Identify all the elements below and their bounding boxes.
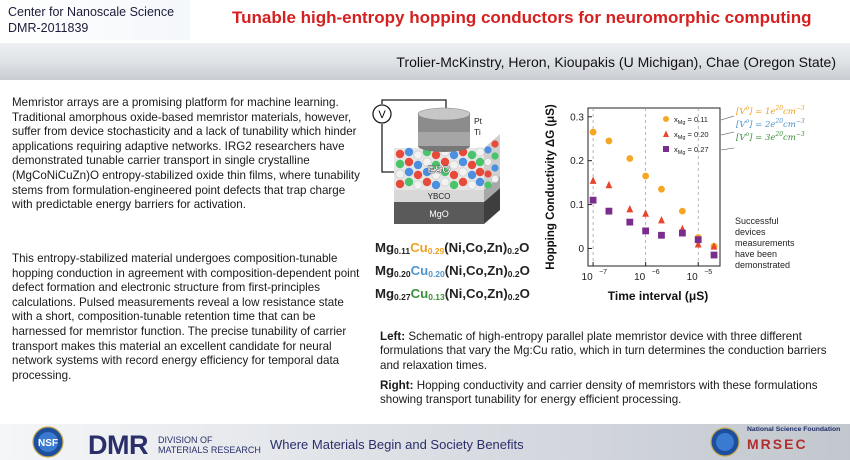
x-tick-label: 10 (687, 272, 699, 283)
data-point-series-3 (605, 207, 613, 215)
data-point-series-1 (642, 172, 650, 180)
caption-right-label: Right: (380, 379, 414, 392)
chart-note-line: measurements (735, 238, 795, 248)
footer: NSF DMR DIVISION OF MATERIALS RESEARCH Wh… (0, 424, 850, 460)
x-tick-label: 10 (582, 272, 594, 283)
dmr-logo-text: DMR (88, 430, 149, 460)
data-point-series-2 (642, 209, 650, 217)
legend-marker-2 (663, 130, 669, 137)
nsf-foundation-text: National Science Foundation (747, 426, 841, 433)
data-point-series-2 (694, 240, 702, 248)
annotation-connector (720, 115, 735, 121)
data-point-series-1 (626, 155, 634, 162)
x-tick-label: 10 (634, 272, 646, 283)
top-electrode (417, 107, 471, 152)
legend-marker-3 (663, 146, 669, 152)
data-point-series-2 (626, 205, 634, 213)
chart-note-line: demonstrated (735, 260, 790, 270)
data-point-series-3 (626, 218, 634, 226)
device-schematic: V MgO YBCO (372, 99, 500, 224)
footer-tagline: Where Materials Begin and Society Benefi… (270, 437, 524, 452)
data-point-series-3 (589, 196, 597, 204)
x-axis-label: Time interval (μS) (608, 289, 708, 303)
formula-2: Mg0.20Cu0.20(Ni,Co,Zn)0.2O (375, 263, 530, 279)
body-paragraph-2: This entropy-stabilized material undergo… (12, 252, 360, 382)
y-axis-label: Hopping Conductivity ΔG (μS) (545, 104, 557, 270)
legend-label-1: xMg = 0.11 (674, 115, 708, 126)
carrier-density-label-3: [Vo] = 3e20cm−3 (736, 131, 805, 143)
y-tick-label: 0.3 (570, 112, 584, 123)
legend-label-2: xMg = 0.20 (674, 130, 709, 141)
legend-label-3: xMg = 0.27 (674, 145, 709, 156)
caption-left: Left: Schematic of high-entropy parallel… (380, 330, 840, 373)
nsf-logo-icon: NSF (32, 426, 64, 458)
annotation-connector (720, 147, 735, 151)
formula-1: Mg0.11Cu0.29(Ni,Co,Zn)0.2O (375, 240, 530, 256)
x-tick-exponent: −7 (599, 269, 607, 276)
electrode-label-ti: Ti (474, 127, 481, 137)
chart-note-line: devices (735, 227, 766, 237)
voltmeter-icon (372, 104, 392, 124)
data-point-series-1 (605, 137, 613, 145)
data-point-series-3 (694, 236, 702, 244)
data-point-series-1 (678, 207, 686, 215)
award-number: DMR-2011839 (8, 21, 89, 35)
header-left-panel (0, 0, 190, 40)
carrier-density-label-1: [Vo] = 1e20cm−3 (736, 105, 805, 117)
caption-left-label: Left: (380, 330, 406, 343)
header: Center for Nanoscale Science DMR-2011839… (0, 0, 850, 40)
center-name: Center for Nanoscale Science (8, 5, 175, 19)
eso-atom-film: ESO (394, 134, 500, 190)
ybco-label: YBCO (428, 192, 451, 201)
data-point-series-2 (658, 216, 665, 224)
y-tick-label: 0 (578, 244, 584, 255)
data-point-series-2 (710, 242, 718, 250)
caption-right: Right: Hopping conductivity and carrier … (380, 379, 840, 408)
voltmeter-label: V (378, 109, 386, 121)
x-tick-exponent: −5 (704, 269, 712, 276)
nsf-logo-text: NSF (38, 438, 58, 449)
slide-title: Tunable high-entropy hopping conductors … (232, 8, 812, 27)
hopping-conductivity-chart: 10 −7 10 −6 10 −5 0 0.1 0.2 0.3 Time interval (μS)… (545, 104, 805, 303)
chart-note-line: Successful (735, 216, 779, 226)
nsf-seal-icon (710, 427, 740, 457)
formula-3: Mg0.27Cu0.13(Ni,Co,Zn)0.2O (375, 286, 530, 302)
mgo-label: MgO (429, 209, 449, 219)
legend-marker-1 (663, 116, 669, 122)
data-point-series-3 (642, 227, 650, 235)
data-point-series-3 (678, 229, 686, 237)
electrode-label-pt: Pt (474, 116, 483, 126)
data-point-series-2 (589, 176, 597, 184)
data-point-series-3 (710, 251, 718, 259)
chart-note-line: have been (735, 249, 777, 259)
dmr-subtitle: DIVISION OF MATERIALS RESEARCH (158, 435, 261, 455)
mgo-front-face (394, 202, 484, 224)
data-point-series-1 (589, 128, 597, 136)
x-tick-exponent: −6 (652, 269, 660, 276)
body-paragraph-1: Memristor arrays are a promising platfor… (12, 96, 360, 212)
eso-label: ESO (427, 164, 451, 176)
data-point-series-2 (605, 180, 613, 189)
annotation-connector (720, 131, 735, 136)
y-tick-label: 0.2 (570, 156, 584, 167)
y-tick-label: 0.1 (570, 200, 584, 211)
author-bar: Trolier-McKinstry, Heron, Kioupakis (U M… (0, 43, 850, 80)
authors: Trolier-McKinstry, Heron, Kioupakis (U M… (396, 54, 836, 70)
caption-right-text: Hopping conductivity and carrier density… (380, 379, 818, 407)
carrier-density-label-2: [Vo] = 2e20cm−3 (736, 118, 805, 130)
chart-plot-frame (587, 107, 721, 267)
mrsec-logo-text: MRSEC (747, 436, 808, 452)
data-point-series-1 (658, 185, 665, 193)
data-point-series-3 (658, 231, 665, 239)
circuit-wire-top (381, 99, 447, 110)
ybco-front-face (394, 190, 484, 202)
caption-left-text: Schematic of high-entropy parallel plate… (380, 330, 827, 372)
mgo-side-face (484, 188, 500, 224)
